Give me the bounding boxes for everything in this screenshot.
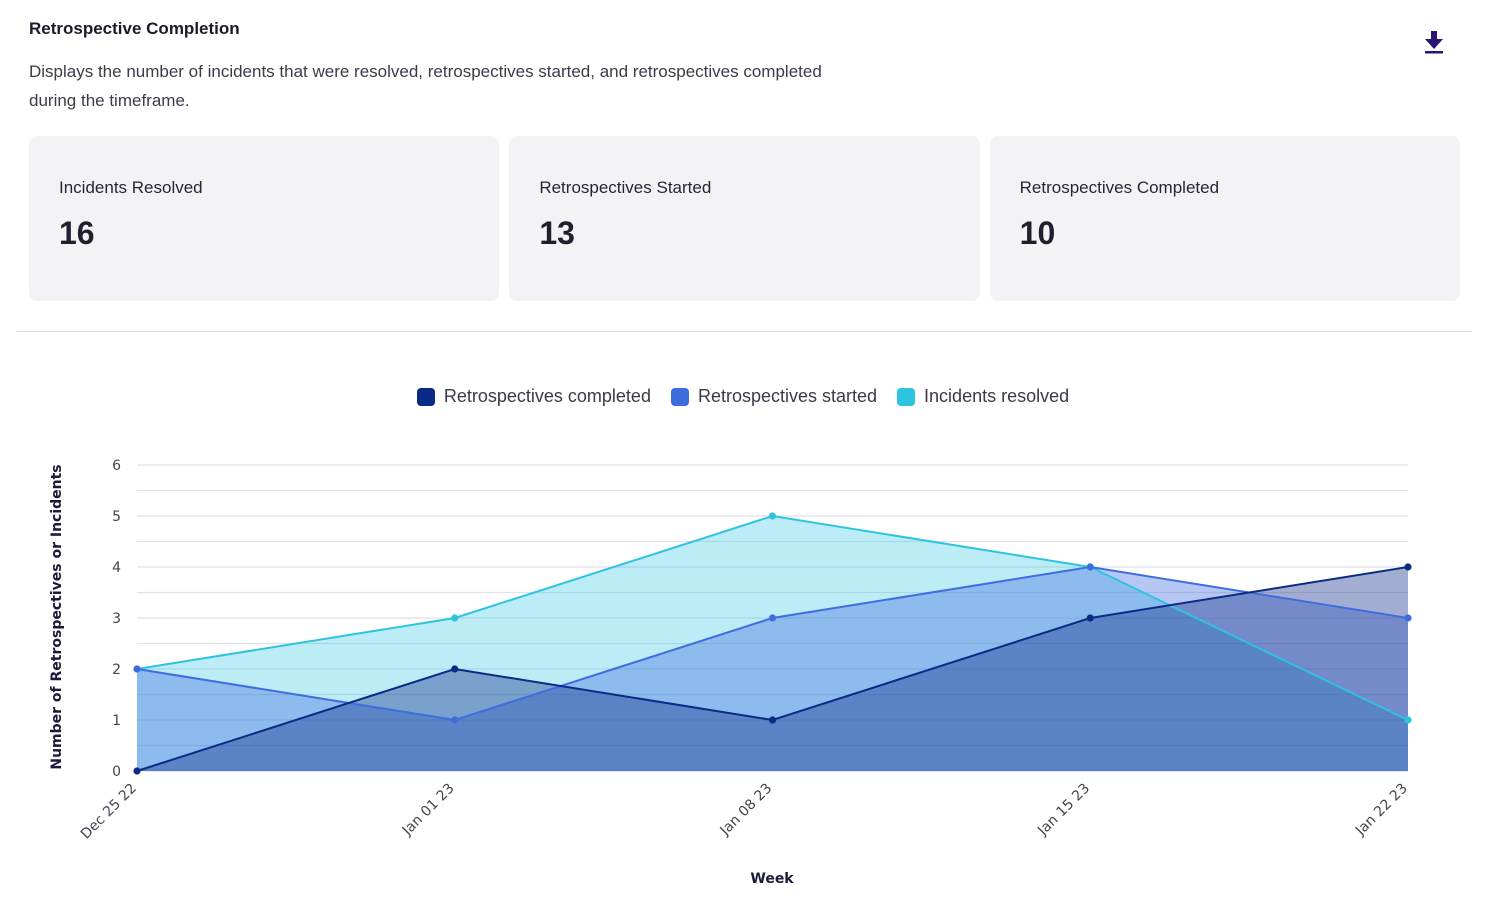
chart-description: Displays the number of incidents that we… xyxy=(29,62,822,110)
legend-swatch xyxy=(897,387,916,406)
x-tick-label: Dec 25 22 xyxy=(78,781,140,843)
card-value: 16 xyxy=(59,215,95,251)
card-retrospectives-started: Retrospectives Started 13 xyxy=(509,136,980,301)
x-axis-title: Week xyxy=(750,871,794,887)
data-point[interactable] xyxy=(1404,716,1412,724)
data-point[interactable] xyxy=(451,716,459,724)
data-point[interactable] xyxy=(768,716,777,724)
legend-item-retrospectives-started[interactable]: Retrospectives started xyxy=(670,386,878,407)
x-tick-label: Jan 15 23 xyxy=(1034,781,1093,840)
legend-label: Retrospectives completed xyxy=(443,386,651,406)
y-axis-title: Number of Retrospectives or Incidents xyxy=(49,464,65,769)
card-value: 13 xyxy=(539,215,575,251)
card-label: Incidents Resolved xyxy=(59,178,203,197)
y-tick-label: 6 xyxy=(112,458,121,474)
x-axis-ticks: Dec 25 22 Jan 01 23 Jan 08 23 Jan 15 23 Jan … xyxy=(78,781,1411,843)
data-point[interactable] xyxy=(1404,563,1412,571)
y-tick-label: 4 xyxy=(112,560,121,576)
y-tick-label: 1 xyxy=(112,713,121,729)
data-point[interactable] xyxy=(133,767,141,775)
x-tick-label: Jan 01 23 xyxy=(399,781,458,840)
card-label: Retrospectives Started xyxy=(539,178,712,197)
data-point[interactable] xyxy=(1086,614,1094,622)
data-point[interactable] xyxy=(451,665,459,673)
y-tick-label: 0 xyxy=(112,764,121,780)
data-point[interactable] xyxy=(1404,614,1412,622)
y-tick-label: 5 xyxy=(112,509,121,525)
legend-item-retrospectives-completed[interactable]: Retrospectives completed xyxy=(416,386,651,407)
data-point[interactable] xyxy=(1086,563,1094,571)
chart-title: Retrospective Completion xyxy=(29,19,240,38)
card-retrospectives-completed: Retrospectives Completed 10 xyxy=(989,136,1460,301)
legend-swatch xyxy=(416,387,435,406)
series-area xyxy=(137,516,1408,771)
data-point[interactable] xyxy=(133,665,141,673)
legend-label: Retrospectives started xyxy=(697,386,878,406)
legend-swatch xyxy=(670,387,689,406)
chart-points xyxy=(133,512,1412,775)
legend-label: Incidents resolved xyxy=(924,386,1070,406)
data-point[interactable] xyxy=(768,614,777,622)
card-label: Retrospectives Completed xyxy=(1019,178,1220,197)
chart-legend: Retrospectives completed Retrospectives … xyxy=(0,386,1486,407)
x-tick-label: Jan 08 23 xyxy=(717,781,776,840)
y-tick-label: 3 xyxy=(112,611,121,627)
divider xyxy=(17,331,1472,332)
card-incidents-resolved: Incidents Resolved 16 xyxy=(29,136,500,301)
chart-areas xyxy=(137,516,1408,771)
card-value: 10 xyxy=(1019,215,1056,251)
x-tick-label: Jan 22 23 xyxy=(1352,781,1411,840)
legend-item-incidents-resolved[interactable]: Incidents resolved xyxy=(897,386,1069,407)
y-tick-label: 2 xyxy=(112,662,121,678)
y-axis-ticks: 0 1 2 3 4 5 6 xyxy=(112,458,121,780)
summary-cards: Incidents Resolved 16 Retrospectives Sta… xyxy=(29,136,1460,301)
data-point[interactable] xyxy=(451,614,459,622)
data-point[interactable] xyxy=(768,512,777,520)
download-icon[interactable] xyxy=(1420,28,1448,56)
